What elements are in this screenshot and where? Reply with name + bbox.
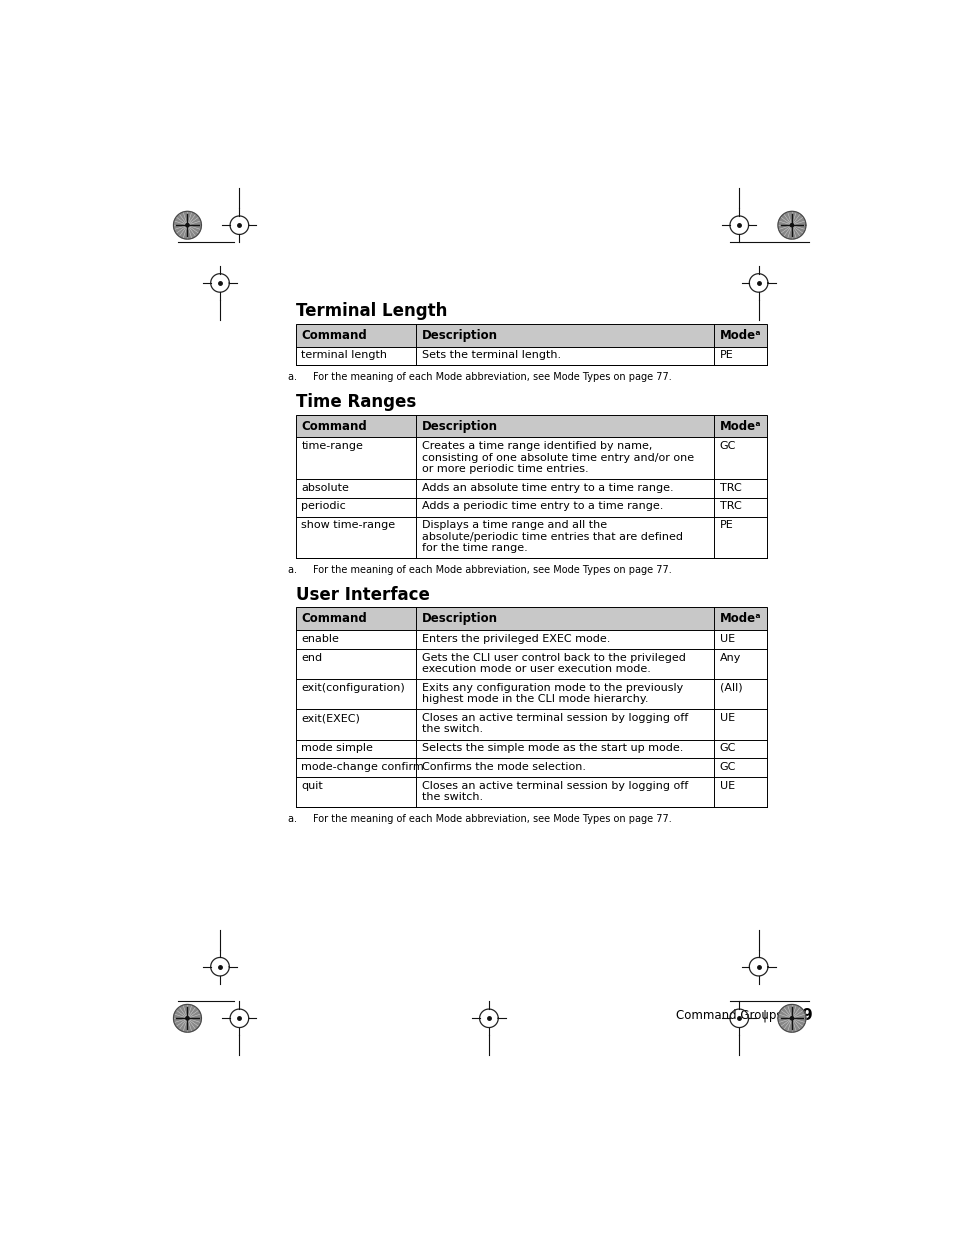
Text: 159: 159	[781, 1009, 812, 1024]
Polygon shape	[789, 1016, 793, 1020]
Text: GC: GC	[720, 441, 736, 451]
Text: Description: Description	[421, 420, 497, 432]
Text: Modeᵃ: Modeᵃ	[720, 329, 760, 342]
Text: Displays a time range and all the: Displays a time range and all the	[421, 520, 606, 530]
Text: enable: enable	[301, 634, 339, 643]
Text: TRC: TRC	[720, 501, 740, 511]
Text: Description: Description	[421, 329, 497, 342]
Text: UE: UE	[720, 781, 734, 790]
Text: Closes an active terminal session by logging off: Closes an active terminal session by log…	[421, 781, 687, 790]
Text: absolute/periodic time entries that are defined: absolute/periodic time entries that are …	[421, 531, 681, 542]
Text: end: end	[301, 653, 322, 663]
Text: Adds a periodic time entry to a time range.: Adds a periodic time entry to a time ran…	[421, 501, 662, 511]
Polygon shape	[173, 211, 201, 240]
Text: show time-range: show time-range	[301, 520, 395, 530]
Text: GC: GC	[720, 762, 736, 772]
Text: time-range: time-range	[301, 441, 363, 451]
Text: Command: Command	[301, 613, 367, 625]
Text: User Interface: User Interface	[295, 585, 430, 604]
Text: the switch.: the switch.	[421, 792, 482, 803]
Polygon shape	[778, 211, 805, 240]
Text: mode simple: mode simple	[301, 743, 373, 753]
Text: a.   For the meaning of each Mode abbreviation, see Mode Types on page 77.: a. For the meaning of each Mode abbrevia…	[288, 372, 671, 383]
Text: for the time range.: for the time range.	[421, 543, 527, 553]
Text: Description: Description	[421, 613, 497, 625]
Text: exit(configuration): exit(configuration)	[301, 683, 405, 693]
Polygon shape	[186, 224, 189, 227]
Text: Creates a time range identified by name,: Creates a time range identified by name,	[421, 441, 651, 451]
Text: (All): (All)	[720, 683, 741, 693]
Text: UE: UE	[720, 634, 734, 643]
Text: consisting of one absolute time entry and/or one: consisting of one absolute time entry an…	[421, 452, 693, 462]
Polygon shape	[778, 1004, 805, 1032]
Bar	[295, 608, 766, 808]
Text: Confirms the mode selection.: Confirms the mode selection.	[421, 762, 585, 772]
Text: Closes an active terminal session by logging off: Closes an active terminal session by log…	[421, 713, 687, 722]
Text: quit: quit	[301, 781, 323, 790]
Text: a.   For the meaning of each Mode abbreviation, see Mode Types on page 77.: a. For the meaning of each Mode abbrevia…	[288, 814, 671, 824]
Text: Any: Any	[720, 653, 740, 663]
Polygon shape	[789, 224, 793, 227]
Text: PE: PE	[720, 520, 733, 530]
Text: Exits any configuration mode to the previously: Exits any configuration mode to the prev…	[421, 683, 682, 693]
Text: Modeᵃ: Modeᵃ	[720, 420, 760, 432]
Text: the switch.: the switch.	[421, 725, 482, 735]
Bar	[295, 415, 766, 558]
Bar	[295, 415, 766, 437]
Text: |: |	[761, 1009, 765, 1023]
Text: absolute: absolute	[301, 483, 349, 493]
Text: Enters the privileged EXEC mode.: Enters the privileged EXEC mode.	[421, 634, 609, 643]
Bar	[295, 324, 766, 366]
Text: highest mode in the CLI mode hierarchy.: highest mode in the CLI mode hierarchy.	[421, 694, 647, 704]
Text: mode-change confirm: mode-change confirm	[301, 762, 424, 772]
Text: Command: Command	[301, 329, 367, 342]
Text: exit(EXEC): exit(EXEC)	[301, 713, 360, 722]
Text: Sets the terminal length.: Sets the terminal length.	[421, 351, 560, 361]
Text: GC: GC	[720, 743, 736, 753]
Text: terminal length: terminal length	[301, 351, 387, 361]
Text: a.   For the meaning of each Mode abbreviation, see Mode Types on page 77.: a. For the meaning of each Mode abbrevia…	[288, 566, 671, 576]
Bar	[295, 324, 766, 347]
Polygon shape	[173, 1004, 201, 1032]
Text: PE: PE	[720, 351, 733, 361]
Text: Selects the simple mode as the start up mode.: Selects the simple mode as the start up …	[421, 743, 682, 753]
Text: Gets the CLI user control back to the privileged: Gets the CLI user control back to the pr…	[421, 653, 684, 663]
Text: Command: Command	[301, 420, 367, 432]
Text: TRC: TRC	[720, 483, 740, 493]
Text: Modeᵃ: Modeᵃ	[720, 613, 760, 625]
Text: Command Groups: Command Groups	[676, 1009, 782, 1023]
Text: Terminal Length: Terminal Length	[295, 303, 447, 320]
Text: periodic: periodic	[301, 501, 346, 511]
Bar	[295, 608, 766, 630]
Text: or more periodic time entries.: or more periodic time entries.	[421, 464, 587, 474]
Text: execution mode or user execution mode.: execution mode or user execution mode.	[421, 664, 650, 674]
Text: Time Ranges: Time Ranges	[295, 393, 416, 411]
Text: UE: UE	[720, 713, 734, 722]
Polygon shape	[186, 1016, 189, 1020]
Text: Adds an absolute time entry to a time range.: Adds an absolute time entry to a time ra…	[421, 483, 673, 493]
